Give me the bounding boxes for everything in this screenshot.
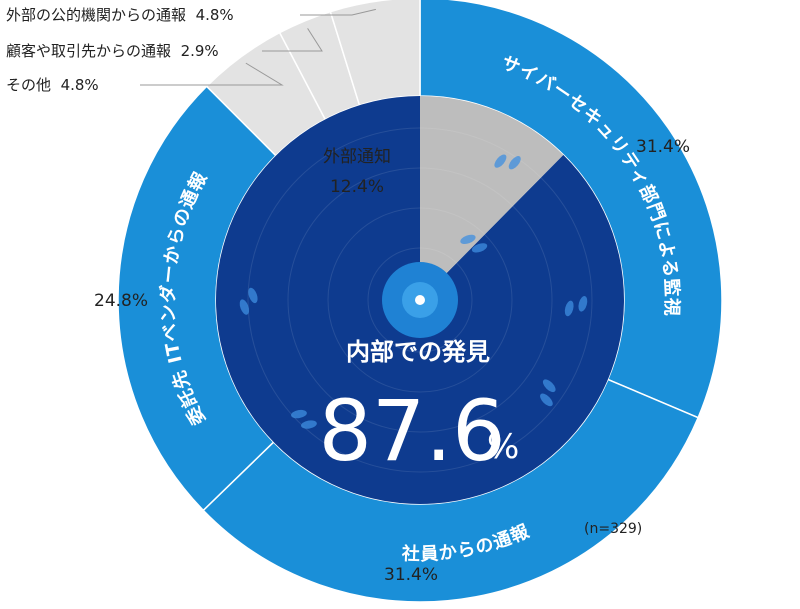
outer-label-other-2: 顧客や取引先からの通報 2.9%: [6, 42, 219, 60]
center-value: 87.6: [318, 382, 505, 480]
leader-line: [140, 62, 284, 86]
leader-line: [262, 28, 323, 52]
center-unit: %: [487, 427, 519, 467]
footprint-icon: [494, 154, 521, 170]
outer-pct-employee: 31.4%: [384, 565, 439, 585]
external-label: 外部通知: [323, 147, 391, 167]
radar-ring-2: [287, 167, 553, 433]
external-value: 12.4%: [330, 177, 384, 197]
sample-size-note: (n=329): [584, 521, 643, 537]
outer-label-other-1: 外部の公的機関からの通報 4.8%: [6, 6, 234, 24]
footprint-icon: [540, 379, 556, 407]
radar-ring-3: [247, 127, 593, 473]
radar-ring-0: [367, 247, 473, 353]
footprint-icon: [564, 296, 588, 317]
center-label: 内部での発見: [346, 338, 490, 366]
leader-line: [300, 8, 376, 16]
inner-slice-external: [420, 96, 564, 300]
center-dot: [415, 295, 425, 305]
outer-pct-vendor: 24.8%: [94, 291, 149, 311]
footprint-icon: [460, 234, 488, 253]
footprint-icon: [239, 287, 258, 315]
outer-label-other-3: その他 4.8%: [6, 76, 99, 94]
footprint-icon: [291, 409, 317, 429]
radar-ring-1: [327, 207, 513, 393]
outer-pct-security: 31.4%: [636, 137, 691, 157]
